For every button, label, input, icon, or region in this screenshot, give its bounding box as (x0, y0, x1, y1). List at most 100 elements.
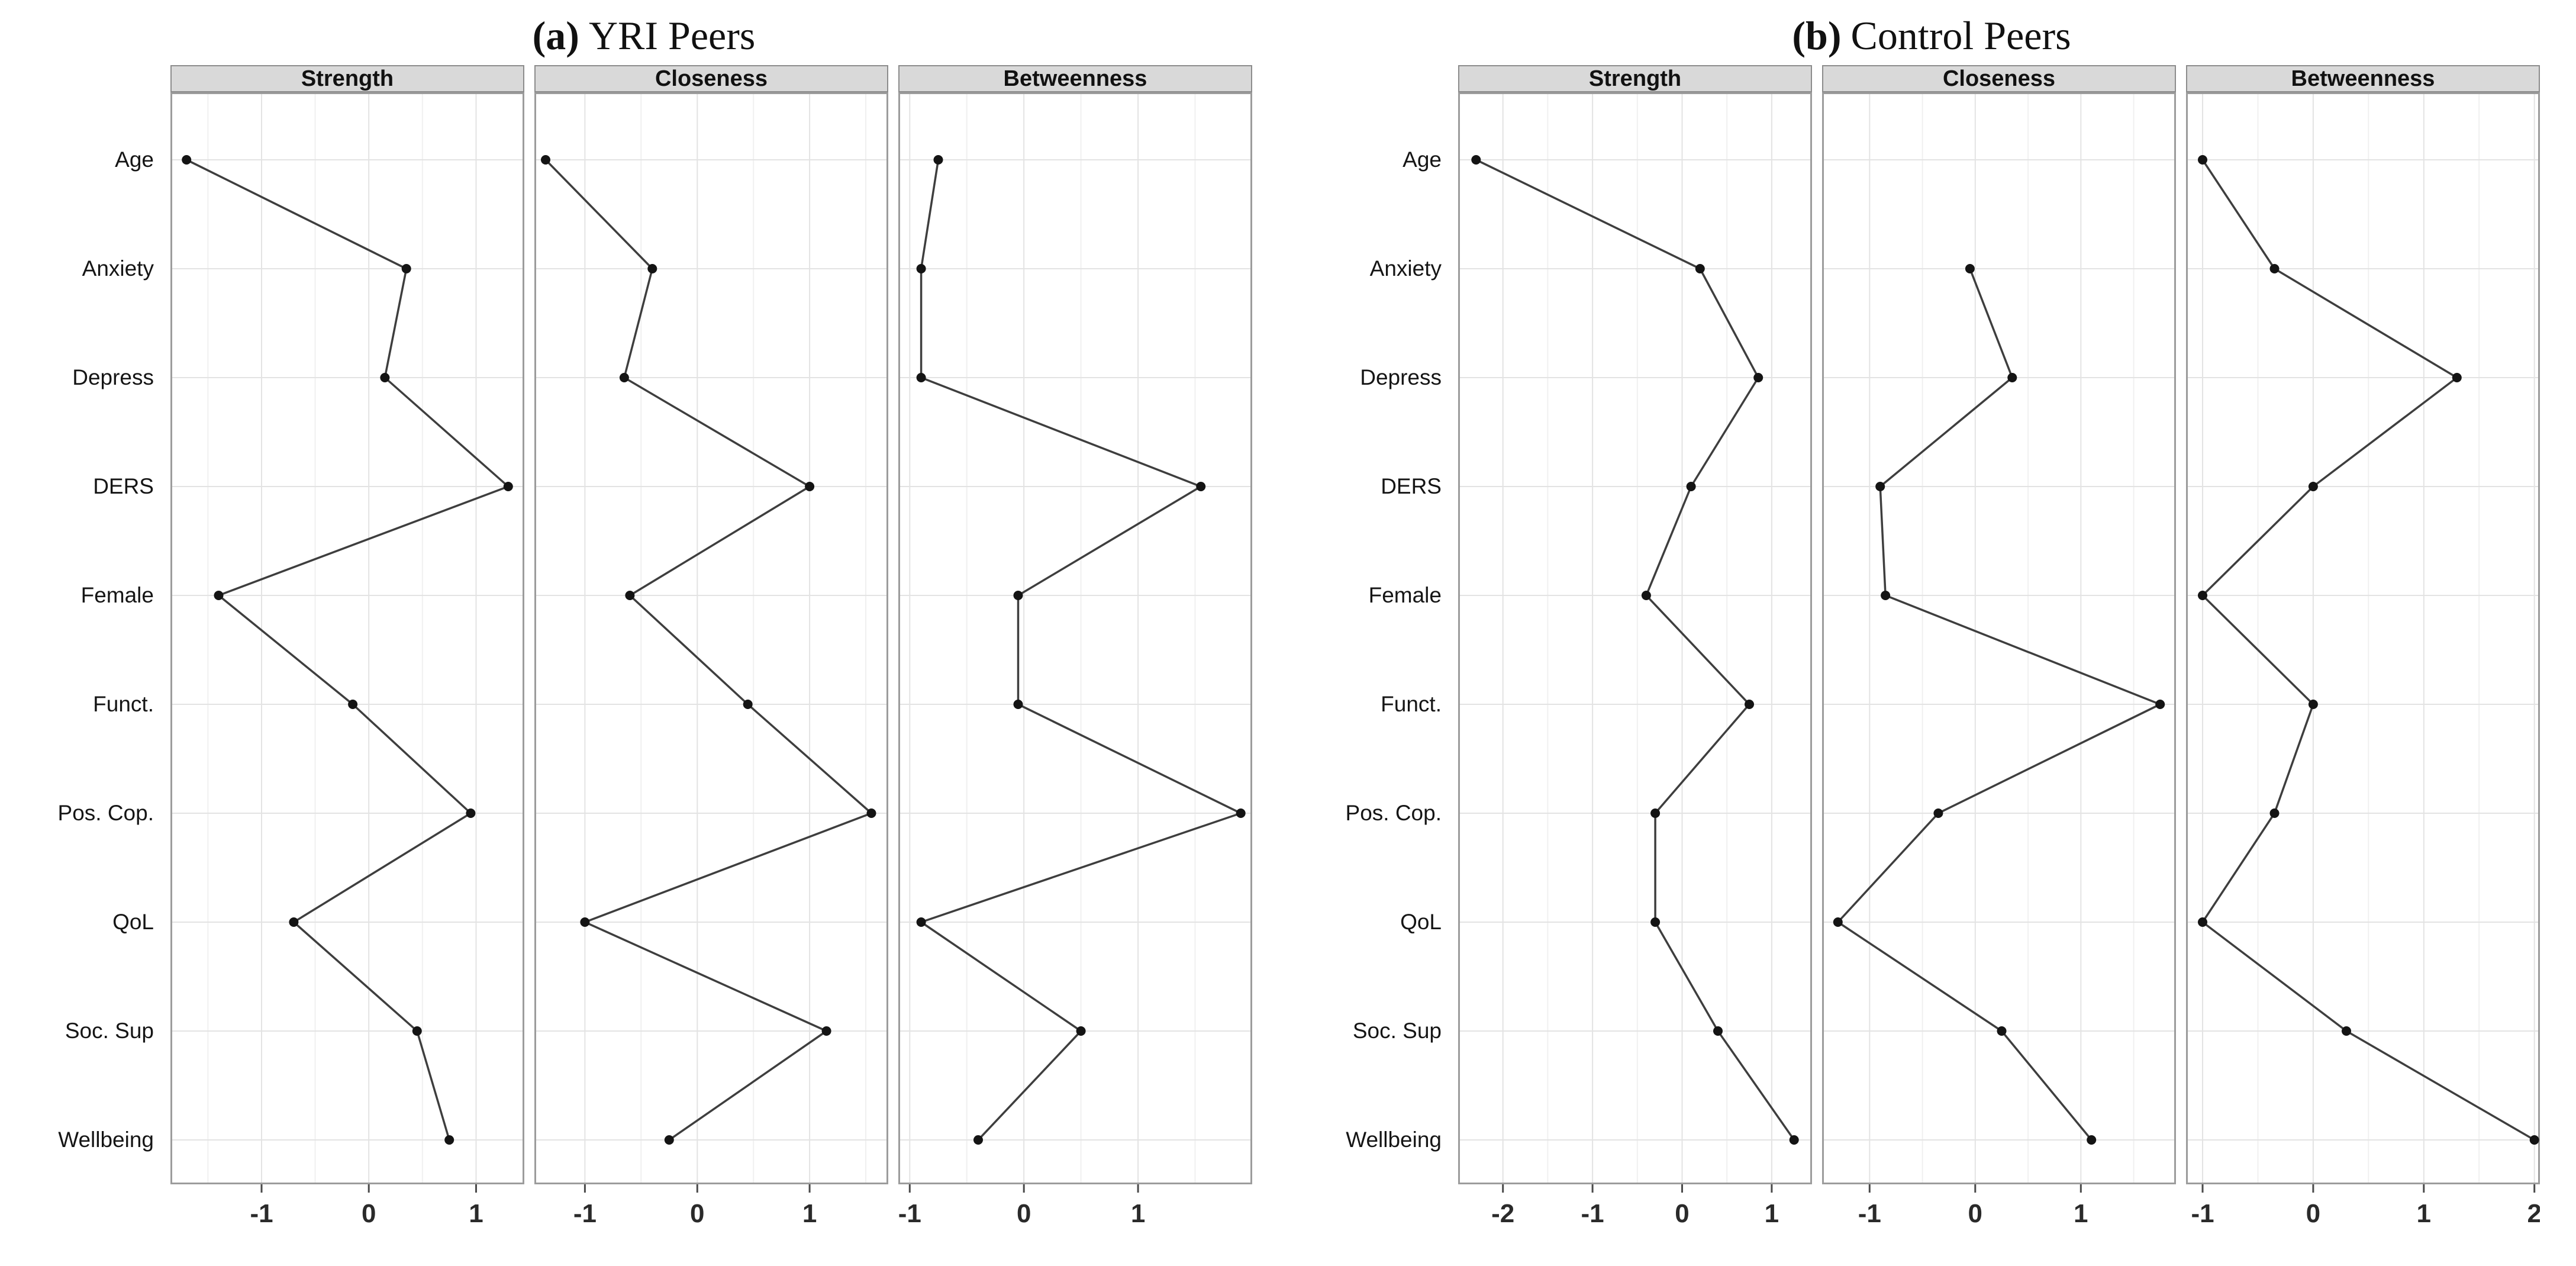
facet-plot-closeness: -1 0 1 (1822, 92, 2176, 1228)
category-label: Anxiety (1369, 256, 1442, 281)
data-point (916, 264, 926, 273)
data-point (444, 1135, 454, 1145)
data-point (2269, 808, 2280, 818)
facet-closeness: Closeness -1 0 1 (1822, 65, 2176, 1232)
data-point (503, 482, 513, 491)
data-point (619, 373, 629, 382)
data-point (1713, 1026, 1723, 1036)
data-point (647, 264, 657, 273)
data-point (380, 373, 390, 382)
x-tick-label: -1 (2191, 1199, 2214, 1228)
panel-b: (b) Control Peers Age Anxiety Depress DERS Fe… (1288, 0, 2575, 1266)
x-tick-label: -1 (1581, 1199, 1604, 1228)
data-point (2308, 482, 2318, 491)
data-point (2342, 1026, 2351, 1036)
data-point (2198, 917, 2207, 927)
data-point (1471, 155, 1481, 165)
category-label: Wellbeing (1346, 1128, 1442, 1152)
data-point (625, 591, 635, 600)
facet-closeness: Closeness -1 0 1 (534, 65, 888, 1232)
category-label: Pos. Cop. (57, 801, 154, 825)
panel-b-title: (b) Control Peers (1288, 6, 2575, 65)
category-label: Depress (1360, 365, 1442, 389)
data-point (1965, 264, 1975, 273)
data-point (664, 1135, 674, 1145)
data-point (2452, 373, 2462, 382)
x-tick-label: 0 (1017, 1199, 1031, 1228)
data-point (1650, 808, 1661, 818)
x-tick-label: 1 (2074, 1199, 2088, 1228)
data-point (289, 917, 299, 927)
data-point (2155, 700, 2165, 709)
data-point (1875, 482, 1885, 491)
x-tick-label: 0 (1968, 1199, 1982, 1228)
x-tick-label: 0 (690, 1199, 704, 1228)
category-label: Female (1368, 583, 1442, 607)
category-label: Age (115, 147, 154, 172)
panel-b-title-label: (b) (1792, 13, 1842, 58)
panel-a: (a) YRI Peers Age Anxiety Depress DERS Female… (0, 13, 1288, 1232)
facet-strength: Strength -1 0 1 (170, 65, 524, 1232)
facet-header: Betweenness (2186, 65, 2540, 92)
data-point (1076, 1026, 1086, 1036)
data-point (580, 917, 590, 927)
x-tick-label: 0 (1675, 1199, 1689, 1228)
x-tick-label: 1 (1131, 1199, 1145, 1228)
data-point (2529, 1135, 2539, 1145)
data-point (805, 482, 815, 491)
facet-header: Strength (1458, 65, 1812, 92)
data-point (973, 1135, 983, 1145)
data-point (348, 700, 358, 709)
data-point (1881, 591, 1891, 600)
facet-plot-closeness: -1 0 1 (534, 92, 888, 1228)
category-label: Wellbeing (58, 1128, 154, 1152)
data-point (466, 808, 476, 818)
facet-plot-betweenness: -1 0 1 2 (2186, 92, 2540, 1228)
data-point (1833, 917, 1843, 927)
category-label: Depress (72, 365, 154, 389)
category-label: Funct. (93, 692, 154, 716)
x-tick-label: -1 (250, 1199, 273, 1228)
data-point (1753, 373, 1763, 382)
x-tick-label: -2 (1491, 1199, 1514, 1228)
data-point (1933, 808, 1943, 818)
facet-header: Betweenness (898, 65, 1252, 92)
data-point (2087, 1135, 2097, 1145)
x-tick-label: -1 (1858, 1199, 1881, 1228)
data-point (412, 1026, 422, 1036)
data-point (1650, 917, 1661, 927)
category-label: DERS (93, 474, 154, 498)
data-point (401, 264, 411, 273)
data-point (214, 591, 224, 600)
data-point (866, 808, 876, 818)
panel-b-title-text: Control Peers (1850, 13, 2071, 58)
data-point (743, 700, 753, 709)
data-point (1686, 482, 1696, 491)
x-tick-label: 1 (802, 1199, 817, 1228)
x-tick-label: 2 (2527, 1199, 2540, 1228)
panel-a-title-text: YRI Peers (588, 13, 756, 58)
category-label: DERS (1381, 474, 1442, 498)
category-label: Age (1403, 147, 1442, 172)
data-point (2198, 591, 2207, 600)
panel-a-plot-area: Age Anxiety Depress DERS Female Funct. Pos. Co… (0, 65, 1288, 1232)
x-tick-label: 1 (2417, 1199, 2431, 1228)
x-tick-label: 0 (2306, 1199, 2320, 1228)
facet-header: Closeness (1822, 65, 2176, 92)
category-label: Soc. Sup (1352, 1019, 1442, 1043)
data-point (2198, 155, 2207, 165)
facet-plot-strength: -1 0 1 (170, 92, 524, 1228)
data-point (1013, 700, 1023, 709)
x-tick-label: -1 (898, 1199, 921, 1228)
data-point (1997, 1026, 2007, 1036)
category-label: QoL (1400, 910, 1442, 934)
x-tick-label: 0 (362, 1199, 376, 1228)
data-point (2007, 373, 2017, 382)
facet-header: Closeness (534, 65, 888, 92)
data-point (1789, 1135, 1799, 1145)
facet-betweenness: Betweenness -1 0 1 2 (2186, 65, 2540, 1232)
category-label: Female (80, 583, 154, 607)
x-tick-label: 1 (1765, 1199, 1779, 1228)
facet-plot-betweenness: -1 0 1 (898, 92, 1252, 1228)
